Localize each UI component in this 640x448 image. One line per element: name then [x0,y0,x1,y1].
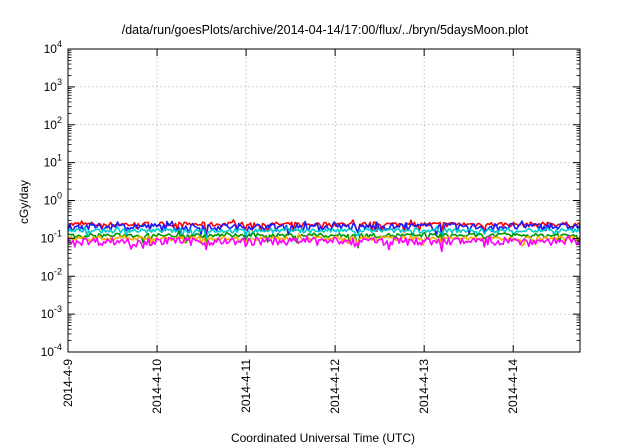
y-tick-label: 10-2 [41,266,62,283]
x-axis-label: Coordinated Universal Time (UTC) [231,431,415,445]
x-tick-label: 2014-4-10 [150,359,164,414]
y-tick-label: 102 [44,115,62,132]
y-tick-label: 101 [44,153,62,170]
x-tick-label: 2014-4-11 [239,359,253,413]
y-tick-label: 10-3 [41,304,62,321]
series-line [67,233,581,250]
y-tick-label: 104 [44,39,62,56]
x-tick-label: 2014-4-9 [61,359,75,407]
series-group [67,219,581,253]
y-tick-label: 10-1 [41,228,62,245]
series-line [67,220,581,241]
y-tick-labels: 10-4 10-3 10-2 10-1 100 101 102 103 104 [41,39,62,359]
y-axis-label: cGy/day [17,180,31,224]
x-tick-label: 2014-4-13 [417,359,431,414]
x-tick-label: 2014-4-14 [506,359,520,414]
y-tick-label: 100 [44,191,62,208]
series-line [67,225,581,242]
x-tick-label: 2014-4-12 [328,359,342,414]
chart-title: /data/run/goesPlots/archive/2014-04-14/1… [122,23,529,37]
ticks [67,48,580,353]
series-line [67,234,581,253]
y-tick-label: 10-4 [41,342,62,359]
y-tick-label: 103 [44,77,62,94]
x-tick-labels: 2014-4-9 2014-4-10 2014-4-11 2014-4-12 2014-… [61,359,520,414]
